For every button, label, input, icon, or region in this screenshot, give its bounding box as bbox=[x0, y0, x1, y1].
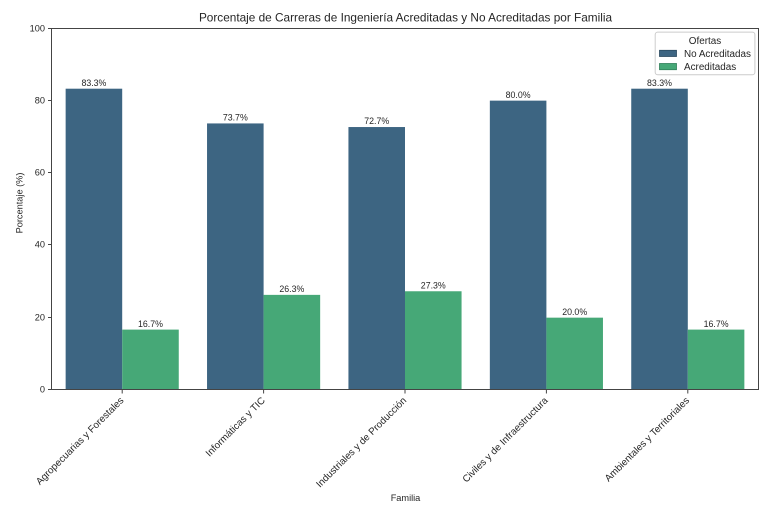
svg-text:83.3%: 83.3% bbox=[81, 78, 106, 88]
svg-text:20: 20 bbox=[35, 313, 45, 323]
svg-text:72.7%: 72.7% bbox=[364, 116, 389, 126]
svg-text:No Acreditadas: No Acreditadas bbox=[684, 49, 751, 60]
svg-text:80.0%: 80.0% bbox=[506, 90, 531, 100]
svg-text:27.3%: 27.3% bbox=[421, 280, 446, 290]
svg-text:60: 60 bbox=[35, 168, 45, 178]
svg-text:73.7%: 73.7% bbox=[223, 113, 248, 123]
svg-text:Acreditadas: Acreditadas bbox=[684, 62, 736, 73]
svg-text:100: 100 bbox=[30, 24, 45, 34]
svg-text:80: 80 bbox=[35, 96, 45, 106]
svg-text:83.3%: 83.3% bbox=[647, 78, 672, 88]
svg-text:Ofertas: Ofertas bbox=[689, 36, 721, 47]
svg-text:20.0%: 20.0% bbox=[562, 307, 587, 317]
svg-text:26.3%: 26.3% bbox=[279, 284, 304, 294]
svg-text:Porcentaje (%): Porcentaje (%) bbox=[15, 173, 25, 234]
svg-text:Familia: Familia bbox=[391, 493, 421, 503]
svg-text:0: 0 bbox=[40, 385, 45, 395]
svg-text:16.7%: 16.7% bbox=[138, 319, 163, 329]
svg-text:Porcentaje de Carreras de Inge: Porcentaje de Carreras de Ingeniería Acr… bbox=[199, 10, 613, 24]
svg-text:16.7%: 16.7% bbox=[704, 319, 729, 329]
svg-text:40: 40 bbox=[35, 240, 45, 250]
